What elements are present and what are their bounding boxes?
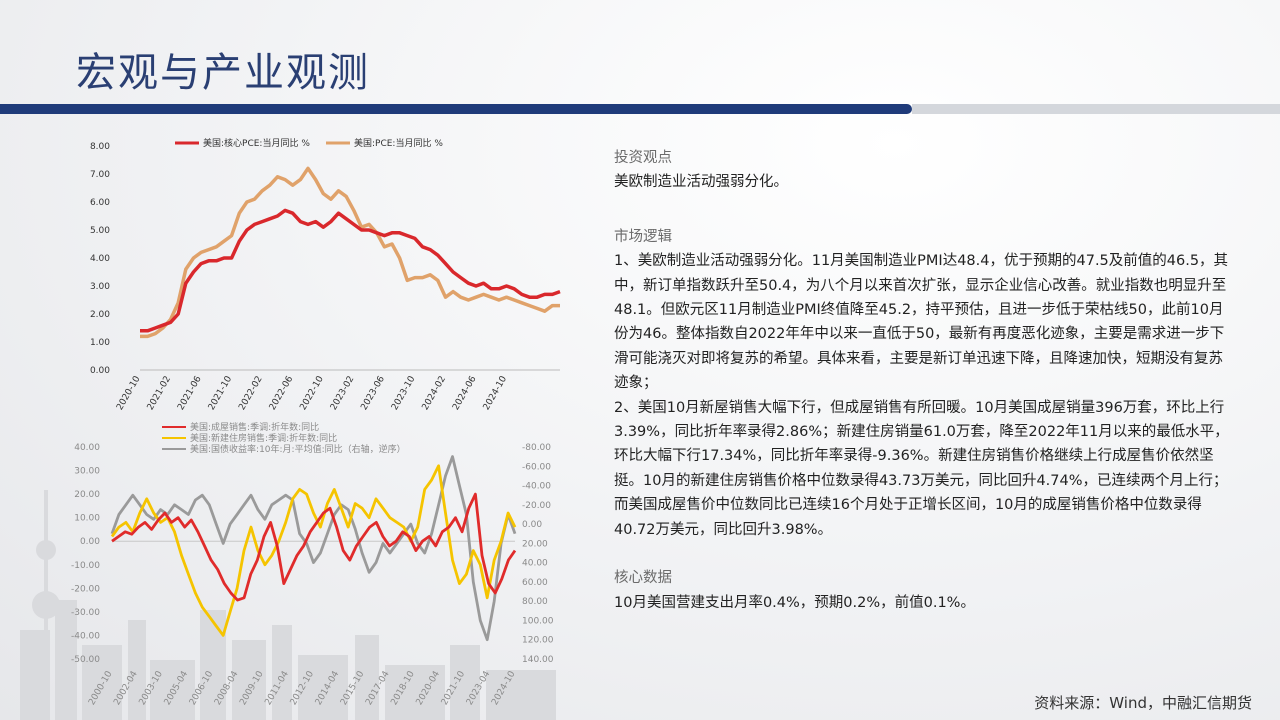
housing-x-tick: 2020-04 [415,669,443,707]
housing-x-tick: 2011-04 [263,669,291,707]
pce-y-tick: 8.00 [90,142,110,152]
housing-x-tick: 2017-04 [364,669,392,707]
view-heading: 投资观点 [614,150,672,166]
legend-label-new-home: 美国:新建住房销售:季调:折年数:同比 [190,432,337,444]
logic-paragraph-2: 2、美国10月新屋销售大幅下行，但成屋销售有所回暖。10月美国成屋销量396万套… [614,399,1229,538]
housing-right-tick: 80.00 [522,597,548,607]
pce-y-tick: 7.00 [90,170,110,180]
legend-label-pce: 美国:PCE:当月同比 % [354,137,443,149]
housing-right-tick: 60.00 [522,578,548,588]
housing-right-tick: 140.00 [522,655,554,665]
housing-x-tick: 2012-10 [289,669,317,707]
housing-right-tick: 100.00 [522,616,554,626]
pce-y-tick: 1.00 [90,338,110,348]
pce-y-tick: 0.00 [90,366,110,376]
housing-left-tick: 30.00 [74,467,100,477]
pce-series-line [140,166,560,339]
pce-x-tick: 2023-10 [390,374,418,412]
housing-right-tick: -20.00 [522,501,551,511]
commentary-panel: 投资观点 美欧制造业活动强弱分化。 市场逻辑 1、美欧制造业活动强弱分化。11月… [614,146,1232,615]
legend-label-existing-home: 美国:成屋销售:季调:折年数:同比 [190,421,319,433]
housing-right-tick: 120.00 [522,636,554,646]
housing-x-tick: 2021-10 [440,669,468,707]
housing-x-tick: 2000-10 [87,669,115,707]
housing-x-tick: 2015-10 [339,669,367,707]
housing-series [110,455,517,642]
core-data-text: 10月美国营建支出月率0.4%，预期0.2%，前值0.1%。 [614,594,975,611]
pce-x-tick: 2023-02 [329,375,356,413]
housing-x-tick: 2009-10 [238,669,266,707]
housing-right-tick: -60.00 [522,462,551,472]
housing-right-tick: 0.00 [522,520,542,530]
logic-paragraph-1: 1、美欧制造业活动强弱分化。11月美国制造业PMI达48.4，优于预期的47.5… [614,253,1229,392]
housing-x-tick: 2002-04 [112,669,140,707]
housing-left-tick: -10.00 [71,561,100,571]
view-text: 美欧制造业活动强弱分化。 [614,174,788,191]
housing-left-tick: -20.00 [71,584,100,594]
pce-x-axis: 2020-10 2021-02 2021-06 2021-10 2022-02 2022-… [115,369,560,413]
pce-y-axis: 0.00 1.00 2.00 3.00 4.00 5.00 6.00 7.00 8.00 [90,142,110,376]
housing-x-tick: 2018-10 [389,669,417,707]
pce-legend: 美国:核心PCE:当月同比 % 美国:PCE:当月同比 % [175,137,443,149]
housing-x-tick: 2006-10 [188,669,216,707]
pce-x-tick: 2021-06 [176,374,204,412]
housing-right-tick: -80.00 [522,443,551,453]
pce-y-tick: 4.00 [90,254,110,264]
title-band-light [912,104,1280,114]
housing-legend: 美国:成屋销售:季调:折年数:同比 美国:新建住房销售:季调:折年数:同比 美国… [162,421,406,455]
housing-left-tick: 0.00 [80,537,100,547]
pce-x-tick: 2022-06 [268,374,296,412]
page-title: 宏观与产业观测 [76,50,370,96]
housing-right-axis: -80.00 -60.00 -40.00 -20.00 0.00 20.00 40.00 60… [522,443,554,665]
housing-chart: 美国:成屋销售:季调:折年数:同比 美国:新建住房销售:季调:折年数:同比 美国… [71,421,554,707]
legend-label-core-pce: 美国:核心PCE:当月同比 % [203,137,310,149]
housing-right-tick: 40.00 [522,559,548,569]
housing-left-tick: 10.00 [74,514,100,524]
source-note: 资料来源：Wind，中融汇信期货 [1034,694,1252,712]
pce-x-tick: 2024-10 [482,374,510,412]
legend-label-treasury: 美国:国债收益率:10年:月:平均值:同比（右轴，逆序） [190,443,406,455]
pce-x-tick: 2021-02 [146,375,173,413]
pce-y-tick: 5.00 [90,226,110,236]
housing-right-tick: 20.00 [522,539,548,549]
housing-left-tick: -30.00 [71,608,100,618]
pce-y-tick: 3.00 [90,282,110,292]
housing-series-line [111,492,517,602]
housing-x-tick: 2023-04 [465,669,493,707]
housing-right-tick: -40.00 [522,482,551,492]
pce-x-tick: 2022-02 [237,375,264,413]
housing-x-tick: 2014-04 [314,669,342,707]
pce-x-tick: 2022-10 [298,374,326,412]
logic-heading: 市场逻辑 [614,228,672,245]
skyline-background [20,490,556,720]
housing-x-tick: 2024-10 [490,669,518,707]
pce-x-tick: 2024-02 [421,375,448,413]
housing-left-tick: 40.00 [74,443,100,453]
pce-series [140,166,561,339]
housing-left-tick: -40.00 [71,631,100,641]
pce-series-line [140,208,561,333]
housing-x-tick: 2003-10 [138,669,166,707]
core-data-heading: 核心数据 [614,570,672,587]
housing-x-tick: 2005-04 [163,669,191,707]
housing-x-tick: 2008-04 [213,669,241,707]
pce-x-tick: 2024-06 [451,374,479,412]
housing-left-tick: 20.00 [74,490,100,500]
pce-x-tick: 2021-10 [207,374,235,412]
title-band [0,104,912,114]
housing-series-line [110,464,517,637]
pce-x-tick: 2023-06 [359,374,387,412]
housing-left-axis: 40.00 30.00 20.00 10.00 0.00 -10.00 -20.00 -30.… [71,443,100,665]
pce-y-tick: 2.00 [90,310,110,320]
pce-chart: 美国:核心PCE:当月同比 % 美国:PCE:当月同比 % 0.00 1.00 2.… [90,137,561,413]
pce-x-tick: 2020-10 [115,374,143,412]
pce-y-tick: 6.00 [90,198,110,208]
housing-left-tick: -50.00 [71,655,100,665]
housing-series-line [110,455,517,642]
